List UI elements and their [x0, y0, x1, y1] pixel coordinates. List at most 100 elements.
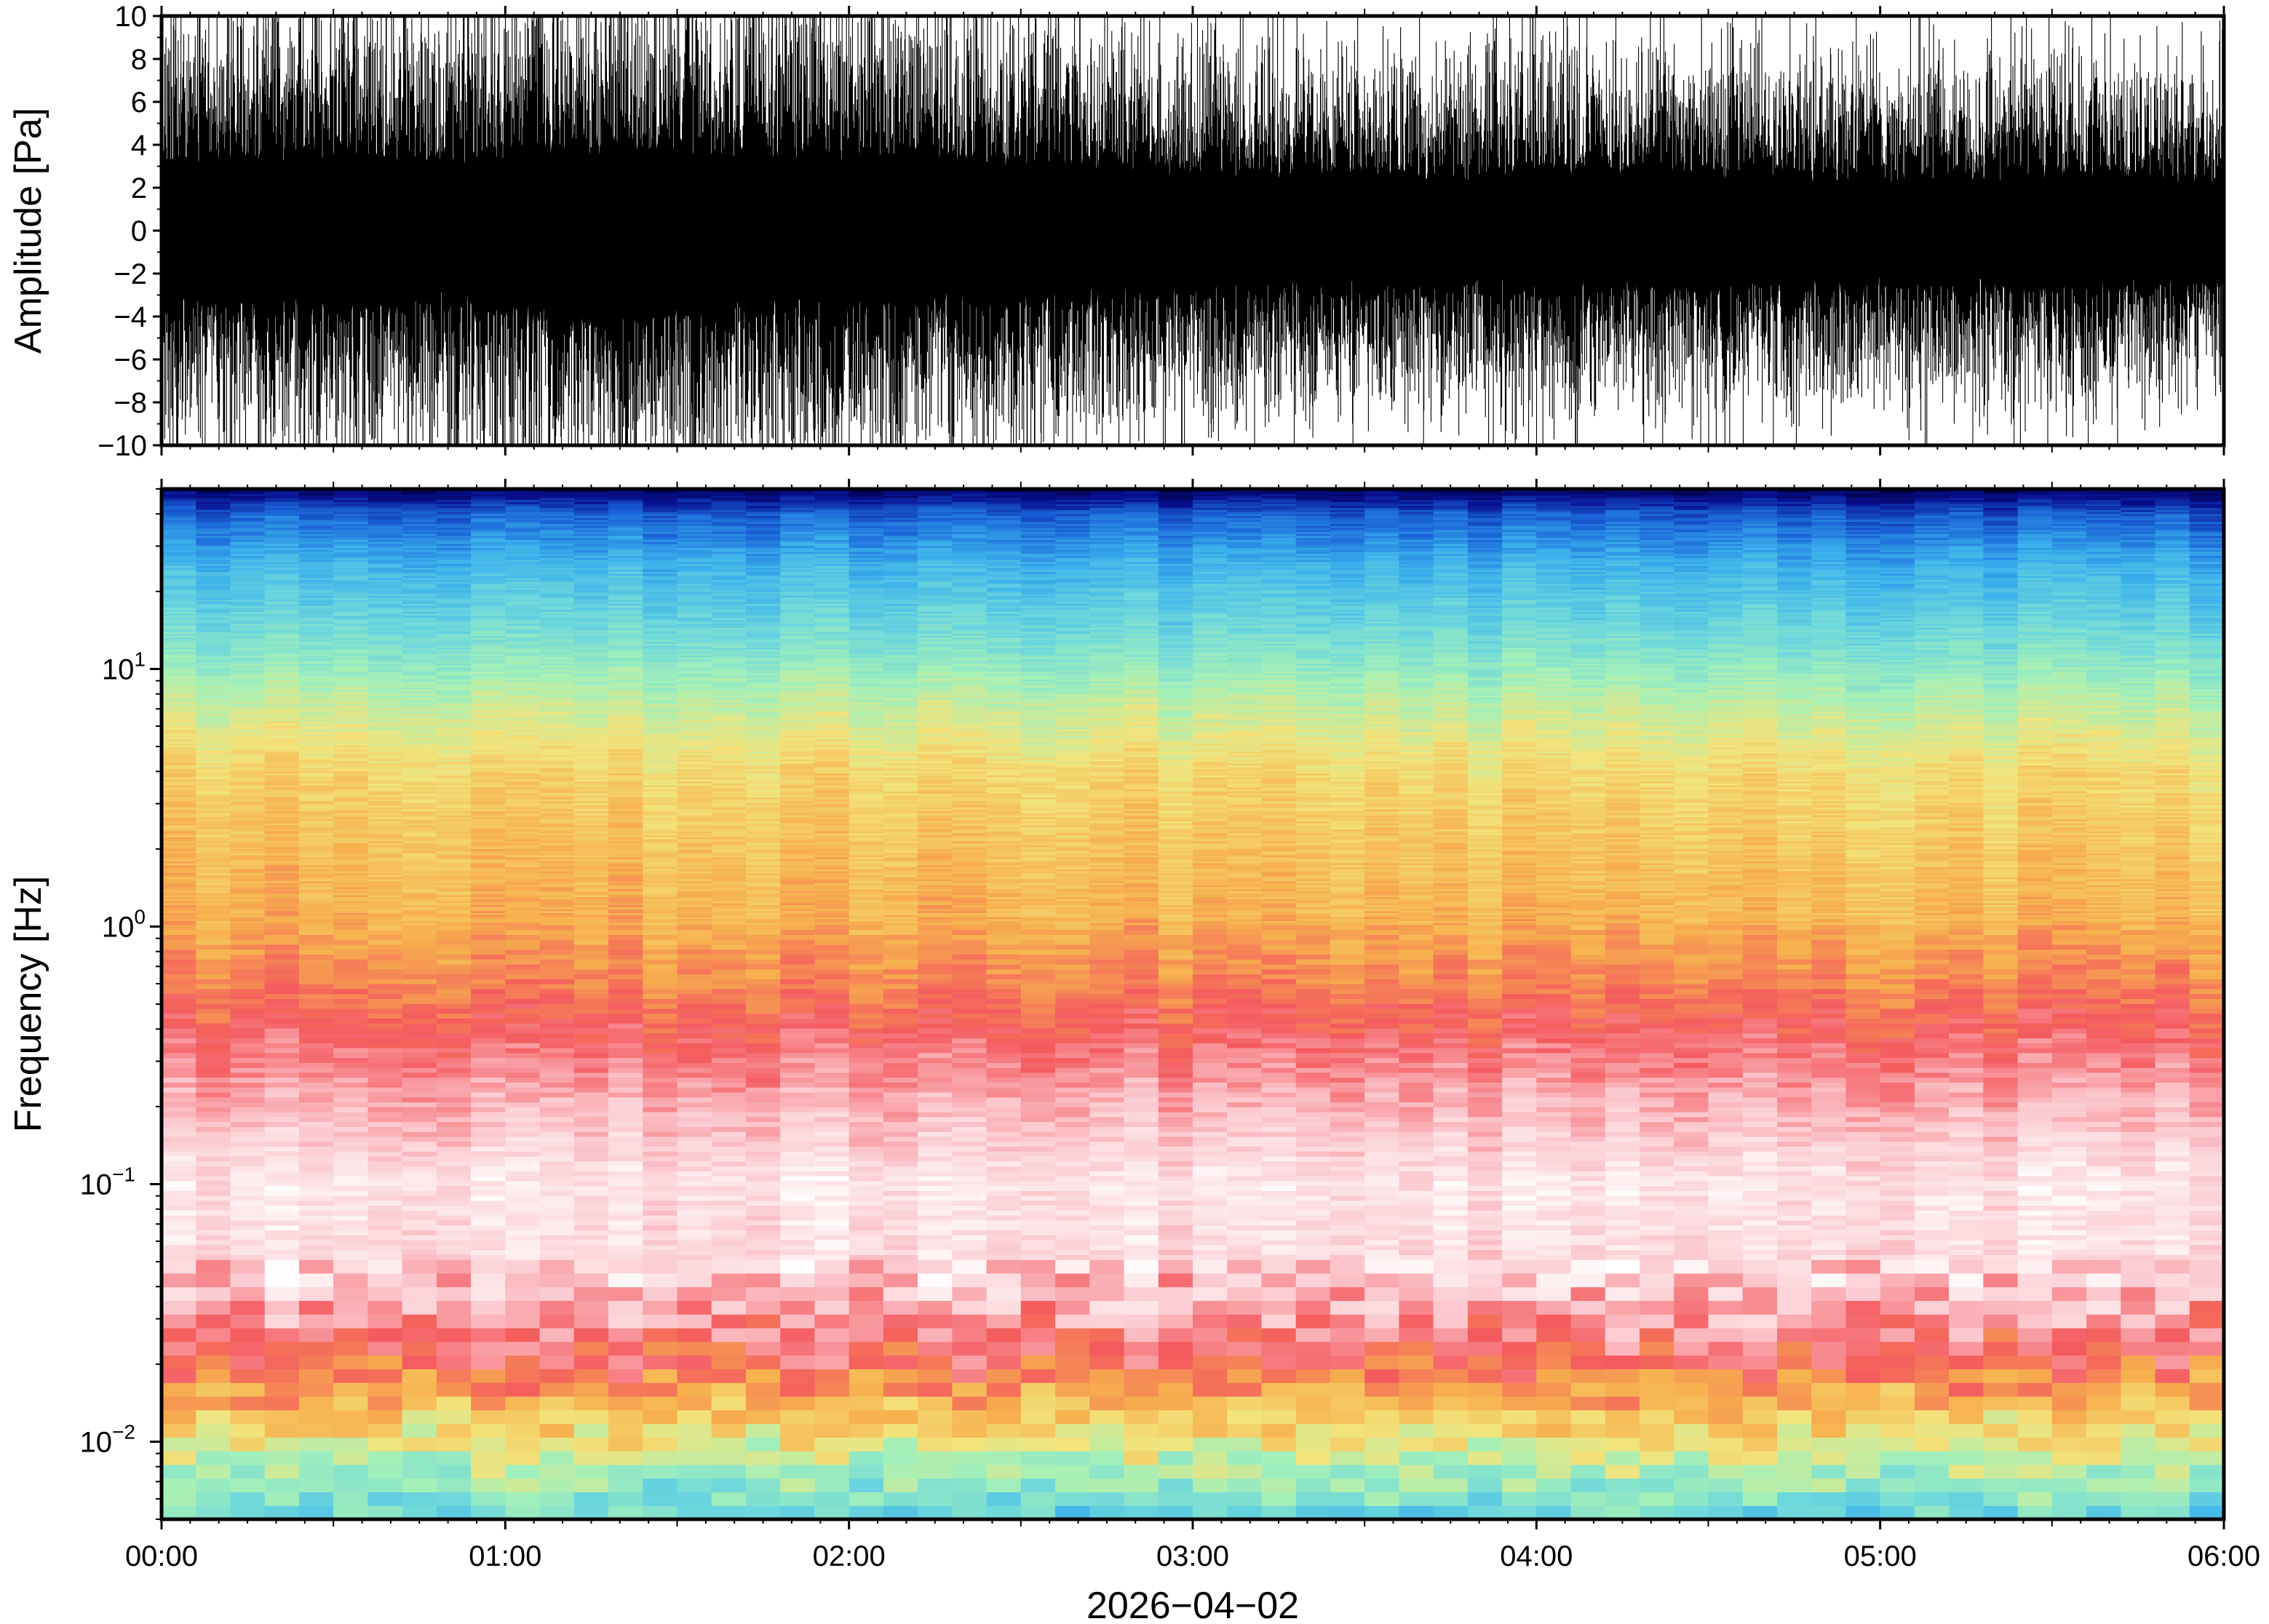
spectrogram-cell	[230, 563, 266, 566]
spectrogram-cell	[333, 667, 368, 670]
spectrogram-cell	[298, 671, 334, 674]
spectrogram-cell	[471, 1355, 506, 1369]
spectrogram-cell	[298, 783, 334, 786]
spectrogram-cell	[196, 819, 231, 821]
spectrogram-cell	[436, 507, 472, 510]
spectrogram-cell	[230, 1355, 266, 1369]
spectrogram-cell	[436, 499, 472, 502]
spectrogram-cell	[608, 829, 643, 832]
spectrogram-cell	[162, 661, 196, 664]
spectrogram-cell	[367, 737, 403, 740]
spectrogram-cell	[298, 939, 334, 945]
spectrogram-cell	[298, 491, 334, 494]
spectrogram-cell	[608, 963, 643, 970]
spectrogram-cell	[367, 693, 403, 696]
spectrogram-cell	[196, 851, 231, 853]
spectrogram-cell	[608, 489, 643, 493]
spectrogram-cell	[573, 619, 609, 622]
spectrogram-cell	[643, 751, 678, 754]
spectrogram-cell	[196, 571, 231, 574]
spectrogram-cell	[264, 878, 300, 882]
spectrogram-cell	[367, 1225, 403, 1230]
spectrogram-cell	[539, 545, 575, 549]
spectrogram-cell	[402, 984, 437, 990]
spectrogram-cell	[196, 617, 231, 620]
spectrogram-cell	[196, 1111, 231, 1118]
spectrogram-cell	[162, 520, 196, 522]
spectrogram-cell	[471, 1327, 506, 1342]
spectrogram-cell	[436, 561, 472, 564]
spectrogram-cell	[264, 559, 300, 562]
spectrogram-cell	[643, 623, 678, 626]
spectrogram-cell	[196, 749, 231, 752]
spectrogram-cell	[573, 509, 609, 512]
spectrogram-cell	[573, 1235, 609, 1241]
spectrogram-cell	[230, 1205, 266, 1211]
spectrogram-cell	[471, 599, 506, 602]
spectrogram-cell	[471, 974, 506, 979]
spectrogram-cell	[264, 884, 300, 888]
spectrogram-cell	[298, 613, 334, 616]
spectrogram-cell	[471, 629, 506, 632]
spectrogram-cell	[230, 539, 266, 542]
spectrogram-cell	[196, 993, 231, 999]
spectrogram-cell	[367, 835, 403, 837]
spectrogram-cell	[539, 854, 575, 858]
spectrogram-cell	[264, 1136, 300, 1142]
spectrogram-cell	[333, 779, 368, 781]
spectrogram-cell	[505, 627, 541, 630]
spectrogram-cell	[367, 1008, 403, 1014]
spectrogram-cell	[471, 547, 506, 550]
spectrogram-cell	[505, 807, 541, 810]
spectrogram-cell	[677, 771, 712, 773]
spectrogram-cell	[402, 587, 437, 590]
spectrogram-cell	[643, 939, 678, 945]
spectrogram-cell	[539, 591, 575, 594]
spectrogram-cell	[402, 655, 437, 658]
spectrogram-cell	[333, 783, 368, 786]
spectrogram-cell	[505, 569, 541, 572]
spectrogram-cell	[402, 864, 437, 867]
spectrogram-cell	[298, 1131, 334, 1137]
spectrogram-cell	[367, 813, 403, 816]
spectrogram-cell	[367, 701, 403, 704]
spectrogram-cell	[471, 645, 506, 648]
spectrogram-cell	[162, 1300, 196, 1315]
spectrogram-cell	[333, 547, 368, 550]
spectrogram-cell	[643, 1451, 678, 1465]
spectrogram-cell	[402, 835, 437, 837]
spectrogram-cell	[505, 625, 541, 628]
spectrogram-cell	[333, 528, 368, 530]
spectrogram-cell	[539, 1235, 575, 1241]
spectrogram-cell	[643, 792, 678, 796]
spectrogram-cell	[505, 822, 541, 826]
spectrogram-cell	[505, 755, 541, 758]
spectrogram-cell	[264, 589, 300, 592]
spectrogram-cell	[608, 752, 643, 756]
spectrogram-cell	[230, 824, 266, 828]
spectrogram-cell	[230, 567, 266, 570]
spectrogram-cell	[505, 749, 541, 752]
spectrogram-cell	[196, 697, 231, 700]
spectrogram-cell	[677, 1195, 712, 1201]
spectrogram-cell	[573, 878, 609, 882]
spectrogram-cell	[677, 854, 712, 858]
spectrogram-cell	[677, 830, 712, 834]
spectrogram-cell	[162, 627, 196, 630]
spectrogram-cell	[333, 713, 368, 716]
spectrogram-cell	[677, 689, 712, 692]
spectrogram-cell	[402, 803, 437, 805]
spectrogram-cell	[471, 579, 506, 582]
spectrogram-cell	[333, 557, 368, 560]
spectrogram-cell	[196, 509, 231, 512]
spectrogram-cell	[230, 1273, 266, 1288]
spectrogram-cell	[677, 679, 712, 682]
spectrogram-cell	[230, 848, 266, 851]
spectrogram-cell	[162, 641, 196, 644]
spectrogram-cell	[643, 811, 678, 813]
spectrogram-cell	[573, 854, 609, 858]
spectrogram-cell	[505, 789, 541, 792]
spectrogram-cell	[573, 808, 609, 812]
spectrogram-cell	[608, 1205, 643, 1211]
